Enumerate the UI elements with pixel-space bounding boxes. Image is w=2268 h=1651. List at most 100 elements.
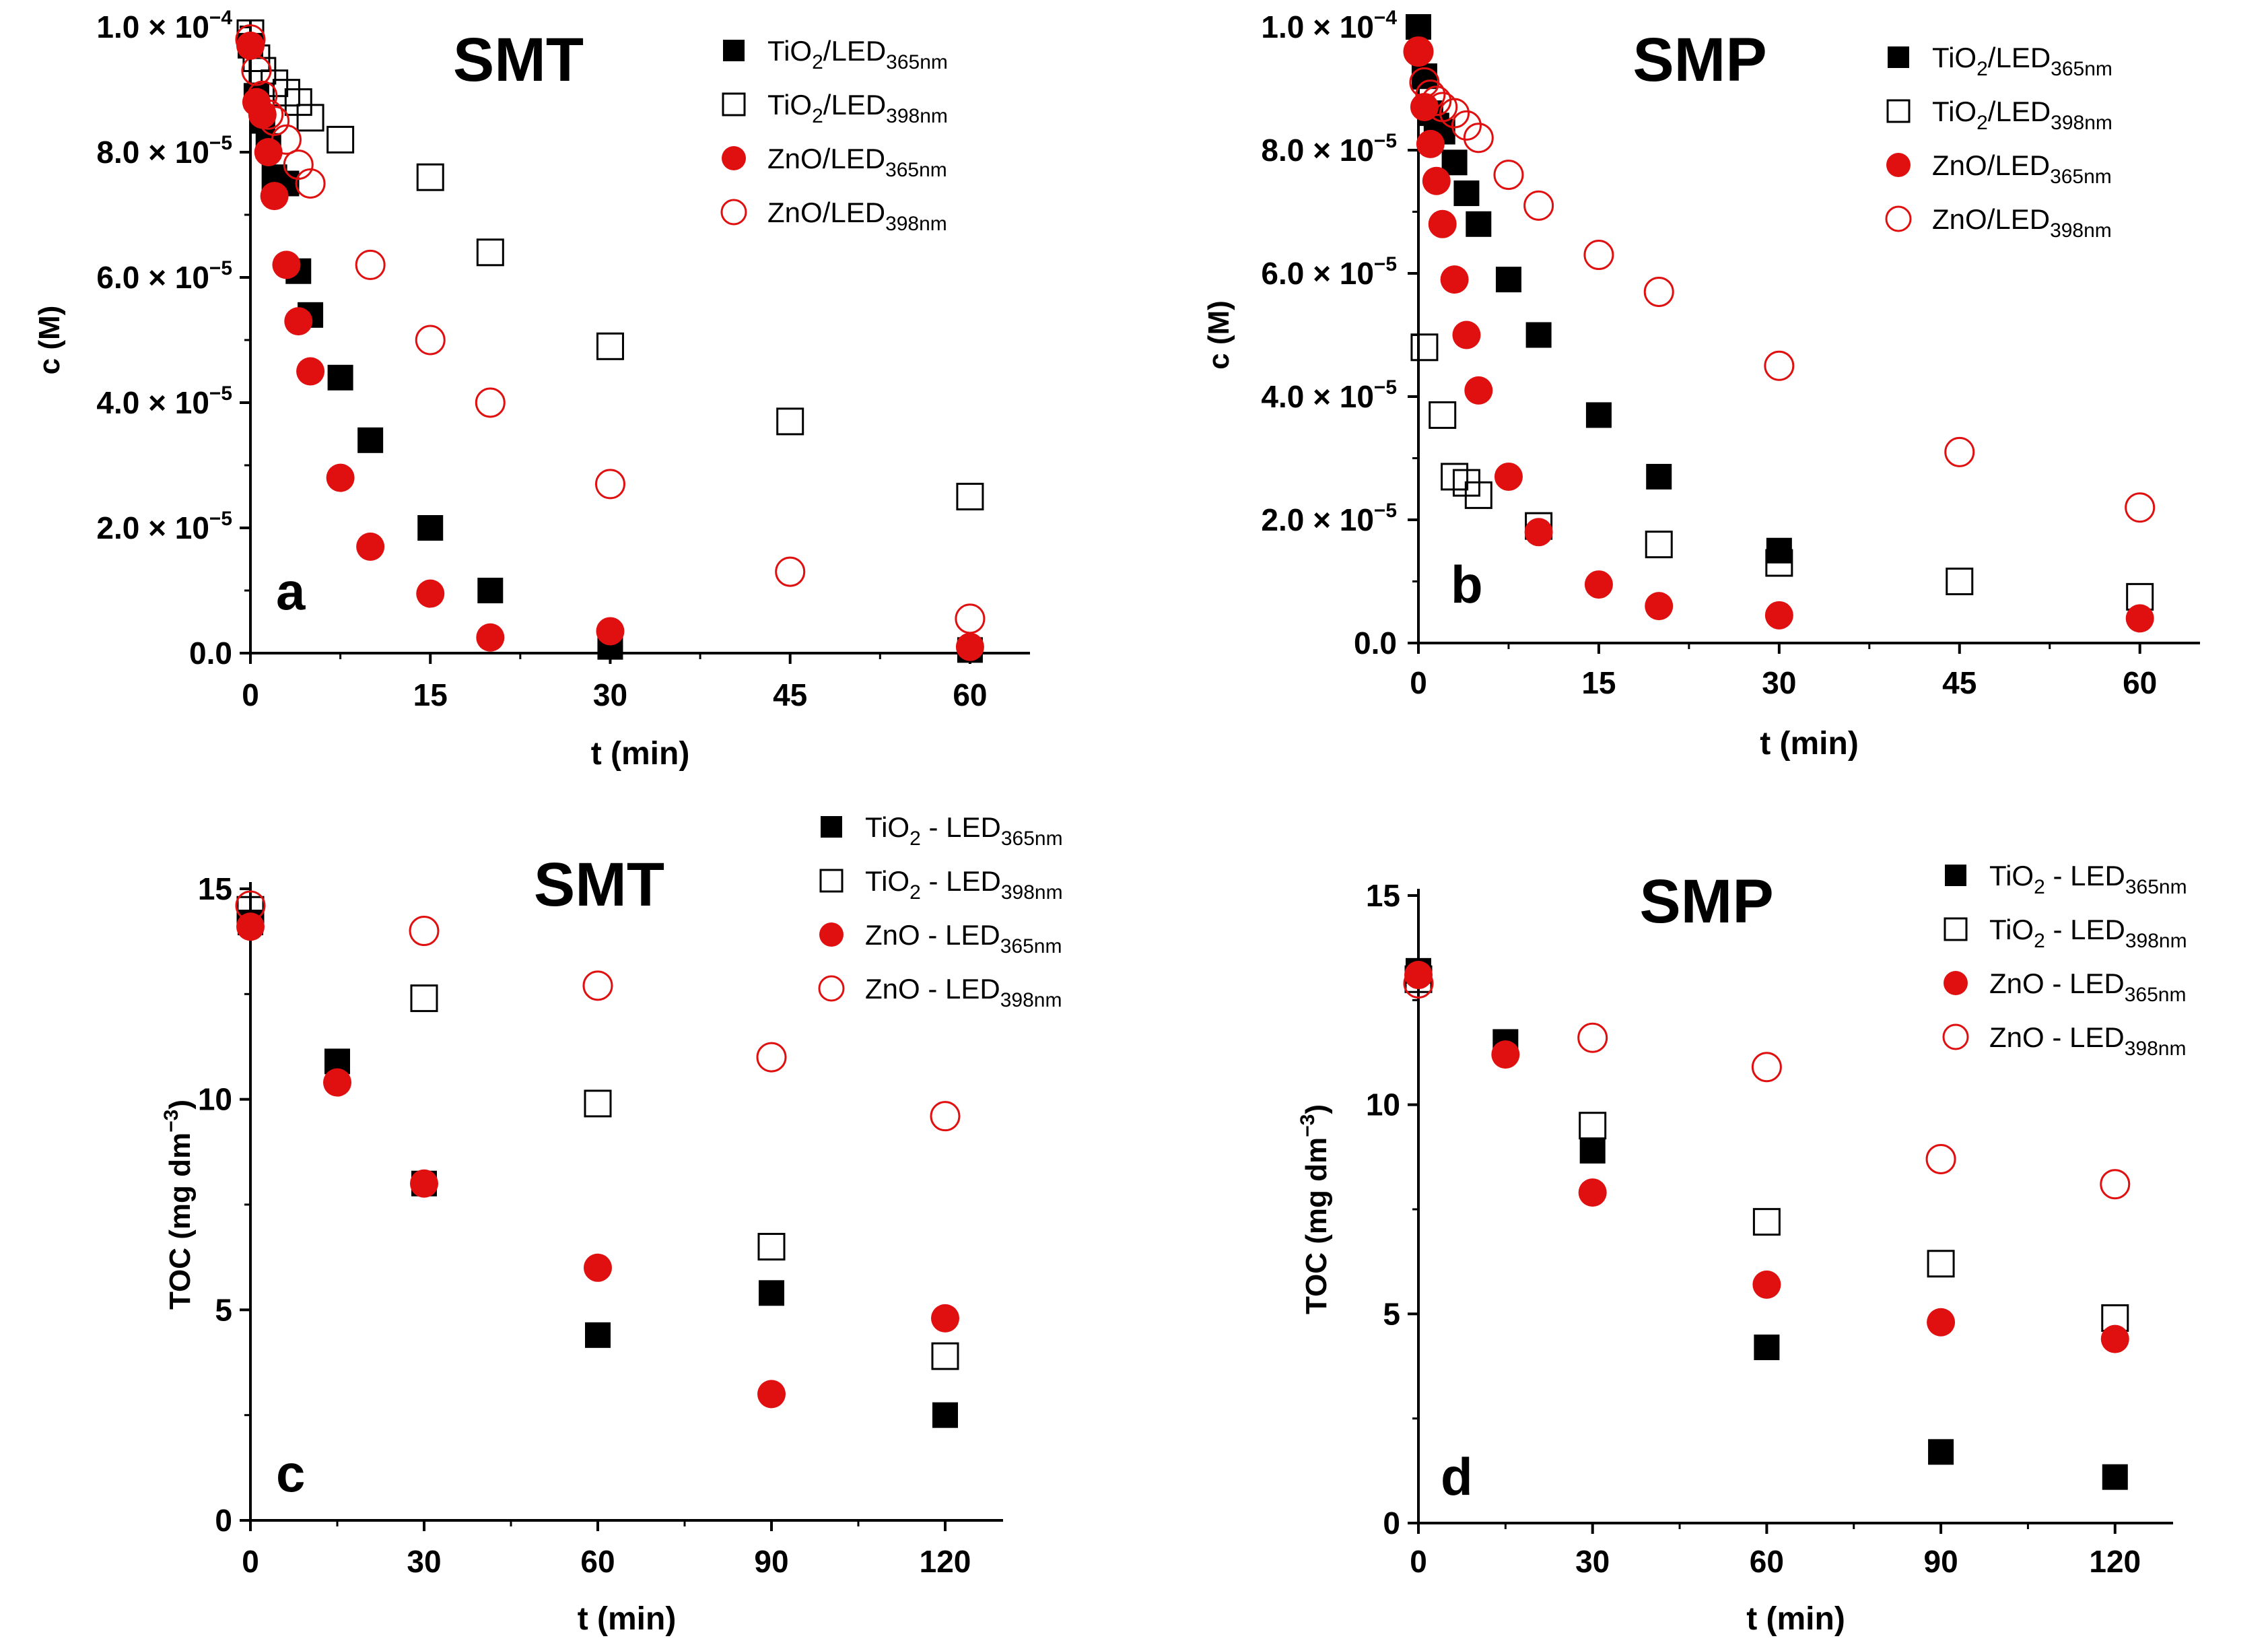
y-tick-label: 4.0 × 10−5 — [1261, 376, 1397, 414]
panel-title: SMP — [1639, 867, 1773, 936]
data-point — [410, 984, 438, 1013]
x-tick-label: 45 — [1942, 665, 1977, 700]
legend-marker — [818, 975, 845, 1002]
legend-marker — [821, 816, 842, 838]
legend-label: TiO2/LED398nm — [767, 89, 948, 127]
data-point — [1404, 961, 1433, 990]
data-point — [241, 55, 272, 86]
y-tick-label: 6.0 × 10−5 — [96, 257, 232, 295]
legend-marker — [819, 922, 844, 947]
legend-marker — [1945, 865, 1966, 886]
data-point — [327, 125, 355, 154]
data-point — [1752, 1208, 1781, 1236]
legend-label: ZnO/LED365nm — [767, 143, 947, 181]
data-point — [416, 163, 444, 191]
x-tick-label: 90 — [1923, 1544, 1958, 1579]
data-point — [2102, 1464, 2128, 1490]
panel-letter: b — [1451, 555, 1483, 614]
legend-label: ZnO/LED398nm — [1932, 203, 2112, 242]
data-point — [584, 1089, 612, 1118]
panel-title: SMT — [534, 850, 664, 919]
data-point — [1406, 14, 1431, 40]
data-point — [477, 578, 504, 603]
data-point — [1579, 1138, 1606, 1164]
data-point — [582, 970, 613, 1001]
data-point — [1404, 37, 1433, 66]
x-tick-label: 120 — [2089, 1544, 2141, 1579]
x-tick-label: 60 — [953, 677, 987, 712]
data-point — [284, 307, 313, 336]
y-tick-label: 6.0 × 10−5 — [1261, 253, 1397, 291]
legend-marker — [720, 199, 747, 226]
data-point — [1577, 1022, 1608, 1053]
data-point — [931, 1304, 959, 1333]
y-tick-label: 8.0 × 10−5 — [96, 132, 232, 170]
data-point — [2100, 1169, 2131, 1200]
data-point — [355, 249, 386, 280]
legend-marker — [1942, 1023, 1969, 1050]
data-point — [1403, 36, 1434, 67]
data-point — [1493, 160, 1524, 191]
data-point — [757, 1233, 786, 1261]
data-point — [1403, 968, 1434, 999]
legend-label: TiO2 - LED365nm — [865, 811, 1063, 850]
data-point — [271, 124, 302, 155]
y-tick-label: 0.0 — [189, 636, 232, 671]
data-point — [1410, 333, 1439, 362]
y-tick-label: 0.0 — [1354, 626, 1397, 661]
data-point — [327, 364, 353, 391]
data-point — [596, 617, 625, 646]
legend-marker — [1885, 205, 1912, 232]
legend-label: ZnO - LED398nm — [1989, 1021, 2186, 1060]
x-tick-label: 60 — [2123, 665, 2157, 700]
x-axis-title: t (min) — [591, 736, 690, 772]
data-point — [1584, 570, 1613, 599]
legend: TiO2 - LED365nm TiO2 - LED398nm ZnO - LED3… — [818, 811, 1063, 1011]
x-tick-label: 30 — [1762, 665, 1796, 700]
y-axis-title: c (M) — [1202, 300, 1235, 370]
series-zno-led365nm — [236, 31, 984, 661]
data-point — [1927, 1250, 1955, 1278]
y-tick-label: 0 — [1383, 1506, 1400, 1541]
data-point — [1439, 98, 1470, 129]
legend-label: TiO2/LED365nm — [767, 35, 948, 73]
data-point — [776, 407, 804, 436]
data-point — [416, 579, 445, 608]
data-point — [253, 99, 284, 130]
legend: TiO2/LED365nm TiO2/LED398nm ZnO/LED365nm Zn… — [720, 35, 948, 235]
y-tick-label: 1.0 × 10−4 — [1261, 7, 1397, 44]
legend: TiO2 - LED365nm TiO2 - LED398nm ZnO - LED3… — [1942, 860, 2187, 1060]
data-point — [417, 515, 444, 541]
data-point — [356, 532, 385, 561]
data-point — [584, 1253, 612, 1282]
y-axis-title: TOC (mg dm−3) — [1297, 1104, 1333, 1314]
panel-letter: d — [1441, 1447, 1473, 1506]
data-point — [1440, 265, 1469, 294]
legend-label: TiO2 - LED398nm — [1989, 914, 2187, 952]
x-tick-label: 30 — [1575, 1544, 1610, 1579]
data-point — [955, 603, 986, 634]
legend-label: ZnO - LED365nm — [865, 919, 1062, 957]
legend-label: TiO2 - LED398nm — [865, 865, 1063, 904]
data-point — [1944, 436, 1975, 467]
data-point — [2100, 1324, 2129, 1353]
y-tick-label: 2.0 × 10−5 — [96, 508, 232, 545]
data-point — [930, 1101, 961, 1132]
x-tick-label: 15 — [413, 677, 448, 712]
data-point — [1495, 267, 1521, 293]
data-point — [1415, 79, 1446, 110]
x-tick-label: 120 — [920, 1544, 971, 1579]
data-point — [323, 1068, 351, 1097]
data-point — [247, 80, 278, 111]
data-point — [1525, 322, 1552, 348]
data-point — [931, 1342, 959, 1370]
series-zno-led365nm — [236, 912, 959, 1409]
data-point — [235, 24, 266, 55]
data-point — [1453, 180, 1480, 207]
legend-marker — [1888, 46, 1909, 68]
series-zno-led398nm — [235, 24, 986, 634]
data-point — [476, 623, 505, 652]
data-point — [585, 1322, 611, 1348]
data-point — [1752, 1270, 1781, 1299]
